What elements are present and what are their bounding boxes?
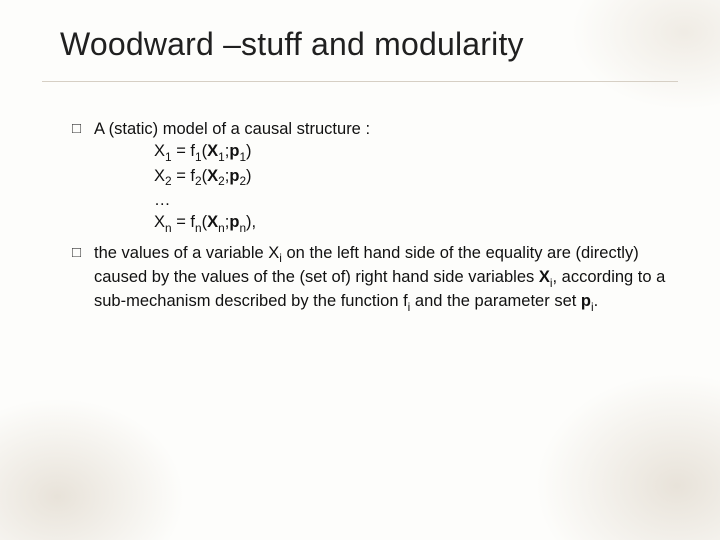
- equation-line: X1 = f1(X1;p1): [154, 140, 668, 164]
- bullet-item: □ A (static) model of a causal structure…: [72, 118, 668, 236]
- bullet-text: the values of a variable Xi on the left …: [94, 242, 668, 315]
- slide-content: □ A (static) model of a causal structure…: [42, 82, 678, 315]
- equation-line: Xn = fn(Xn;pn),: [154, 211, 668, 235]
- bullet-marker: □: [72, 118, 94, 236]
- bullet-marker: □: [72, 242, 94, 315]
- bullet-text: A (static) model of a causal structure :…: [94, 118, 668, 236]
- slide-title: Woodward –stuff and modularity: [42, 22, 678, 82]
- slide: Woodward –stuff and modularity □ A (stat…: [0, 0, 720, 540]
- equation-line: …: [154, 189, 668, 211]
- bullet-lead: A (static) model of a causal structure :: [94, 120, 370, 138]
- equation-line: X2 = f2(X2;p2): [154, 165, 668, 189]
- equation-block: X1 = f1(X1;p1) X2 = f2(X2;p2) … Xn = fn(…: [94, 140, 668, 235]
- bullet-item: □ the values of a variable Xi on the lef…: [72, 242, 668, 315]
